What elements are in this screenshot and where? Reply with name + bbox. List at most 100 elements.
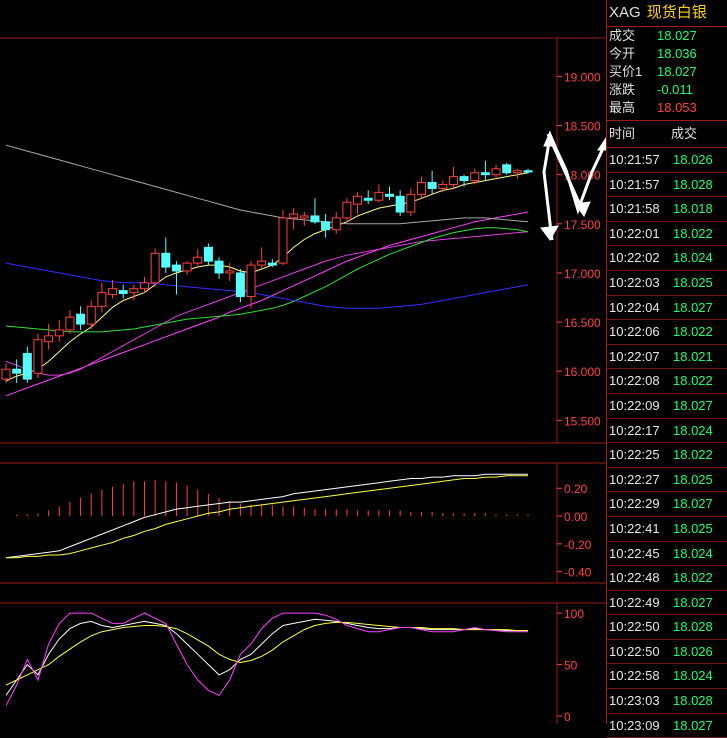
- quote-label: 今开: [609, 46, 636, 61]
- price-tick-label: 17.000: [564, 267, 601, 281]
- trade-row[interactable]: 10:22:02 18.024: [607, 246, 727, 271]
- candle: [363, 190, 373, 205]
- candle-body: [491, 168, 501, 176]
- candle-body: [161, 252, 171, 268]
- candle: [182, 261, 192, 275]
- trade-row[interactable]: 10:22:29 18.027: [607, 492, 727, 517]
- macd-indicator: [5, 473, 529, 559]
- trade-time: 10:22:01: [609, 225, 660, 241]
- candle-body: [289, 213, 299, 219]
- candle-body: [235, 272, 245, 298]
- trade-price: 18.022: [673, 324, 713, 340]
- candle-body: [395, 195, 405, 213]
- trade-time: 10:21:57: [609, 152, 660, 167]
- macd-dea-line: [6, 475, 528, 559]
- trade-row[interactable]: 10:22:08 18.022: [607, 369, 727, 394]
- candle-body: [480, 172, 490, 176]
- candle-body: [214, 260, 224, 274]
- candle-body: [459, 176, 469, 182]
- trade-time: 10:22:58: [609, 668, 660, 684]
- trade-row[interactable]: 10:22:25 18.022: [607, 443, 727, 468]
- trade-row[interactable]: 10:22:45 18.024: [607, 542, 727, 567]
- trade-row[interactable]: 10:22:04 18.027: [607, 296, 727, 321]
- trade-time: 10:22:04: [609, 299, 660, 315]
- trade-row[interactable]: 10:22:41 18.025: [607, 517, 727, 542]
- candle: [139, 276, 149, 293]
- price-tick-label: 16.000: [564, 365, 601, 379]
- trade-price: 18.025: [673, 274, 713, 290]
- trade-price: 18.024: [673, 668, 713, 684]
- candle-body: [22, 353, 32, 380]
- candle: [502, 162, 512, 175]
- candle: [150, 248, 160, 287]
- grid-layer: [0, 37, 606, 724]
- trade-price: 18.022: [673, 373, 713, 389]
- candle-body: [76, 313, 86, 325]
- candle-body: [203, 246, 213, 262]
- trade-row[interactable]: 10:22:27 18.025: [607, 468, 727, 493]
- symbol-name: 现货白银: [646, 4, 707, 21]
- candle-body: [374, 191, 384, 201]
- candle: [76, 306, 86, 330]
- candle-body: [310, 215, 320, 223]
- candle: [33, 333, 43, 379]
- candle: [203, 243, 213, 266]
- candle-body: [225, 270, 235, 274]
- trade-price: 18.026: [673, 643, 713, 659]
- trade-price: 18.024: [673, 545, 713, 561]
- trade-price: 18.025: [673, 471, 713, 487]
- arrowhead: [543, 130, 557, 147]
- candle-body: [97, 292, 107, 307]
- candle-body: [299, 215, 309, 219]
- trade-row[interactable]: 10:22:17 18.024: [607, 419, 727, 444]
- oscillator-axis: 100 50 0: [557, 607, 584, 724]
- candle: [278, 210, 288, 266]
- candle-body: [129, 288, 139, 294]
- trade-price: 18.026: [673, 152, 713, 167]
- quote-value: 18.053: [657, 100, 697, 115]
- trade-row[interactable]: 10:22:50 18.026: [607, 640, 727, 665]
- candle: [118, 284, 128, 299]
- trades-header-time: 时间: [609, 126, 636, 141]
- candle: [225, 263, 235, 281]
- trades-list[interactable]: 10:21:57 18.026 10:21:57 18.028 10:21:58 18.0…: [607, 148, 727, 738]
- trade-row[interactable]: 10:22:03 18.025: [607, 271, 727, 296]
- quote-row: 今开 18.036: [607, 45, 727, 63]
- trade-row[interactable]: 10:22:48 18.022: [607, 566, 727, 591]
- candle-body: [118, 290, 128, 295]
- trade-row[interactable]: 10:22:58 18.024: [607, 664, 727, 690]
- trade-price: 18.025: [673, 520, 713, 536]
- trade-row[interactable]: 10:22:49 18.027: [607, 591, 727, 616]
- trade-price: 18.028: [673, 619, 713, 635]
- candle: [129, 284, 139, 301]
- candle-body: [44, 335, 54, 343]
- osc-tick-label: 50: [564, 659, 578, 673]
- quote-label: 买价1: [609, 64, 643, 79]
- quote-label: 涨跌: [609, 82, 636, 97]
- trade-time: 10:21:58: [609, 201, 660, 217]
- candle: [427, 170, 437, 195]
- candle: [491, 164, 501, 179]
- trade-price: 18.024: [673, 250, 713, 266]
- macd-dif-line: [5, 473, 528, 559]
- quote-row: 涨跌 -0.011: [607, 81, 727, 99]
- trade-row[interactable]: 10:22:01 18.022: [607, 222, 727, 247]
- arrowhead: [597, 137, 606, 151]
- trade-row[interactable]: 10:22:07 18.021: [607, 345, 727, 370]
- candle: [289, 208, 299, 230]
- trade-price: 18.027: [673, 397, 713, 413]
- trade-row[interactable]: 10:21:57 18.028: [607, 173, 727, 198]
- trade-row[interactable]: 10:22:09 18.027: [607, 394, 727, 419]
- price-tick-label: 17.500: [564, 218, 601, 232]
- candle-body: [257, 260, 267, 266]
- moving-averages: [5, 144, 529, 397]
- trade-price: 18.022: [673, 447, 713, 463]
- trade-row[interactable]: 10:23:03 18.028: [607, 689, 727, 714]
- trade-row[interactable]: 10:22:50 18.028: [607, 615, 727, 640]
- trade-time: 10:22:02: [609, 250, 660, 266]
- trade-row[interactable]: 10:23:09 18.027: [607, 714, 727, 738]
- trade-row[interactable]: 10:22:06 18.022: [607, 320, 727, 345]
- price-tick-label: 16.500: [564, 316, 601, 330]
- trade-row[interactable]: 10:21:58 18.018: [607, 197, 727, 222]
- trade-row[interactable]: 10:21:57 18.026: [607, 148, 727, 173]
